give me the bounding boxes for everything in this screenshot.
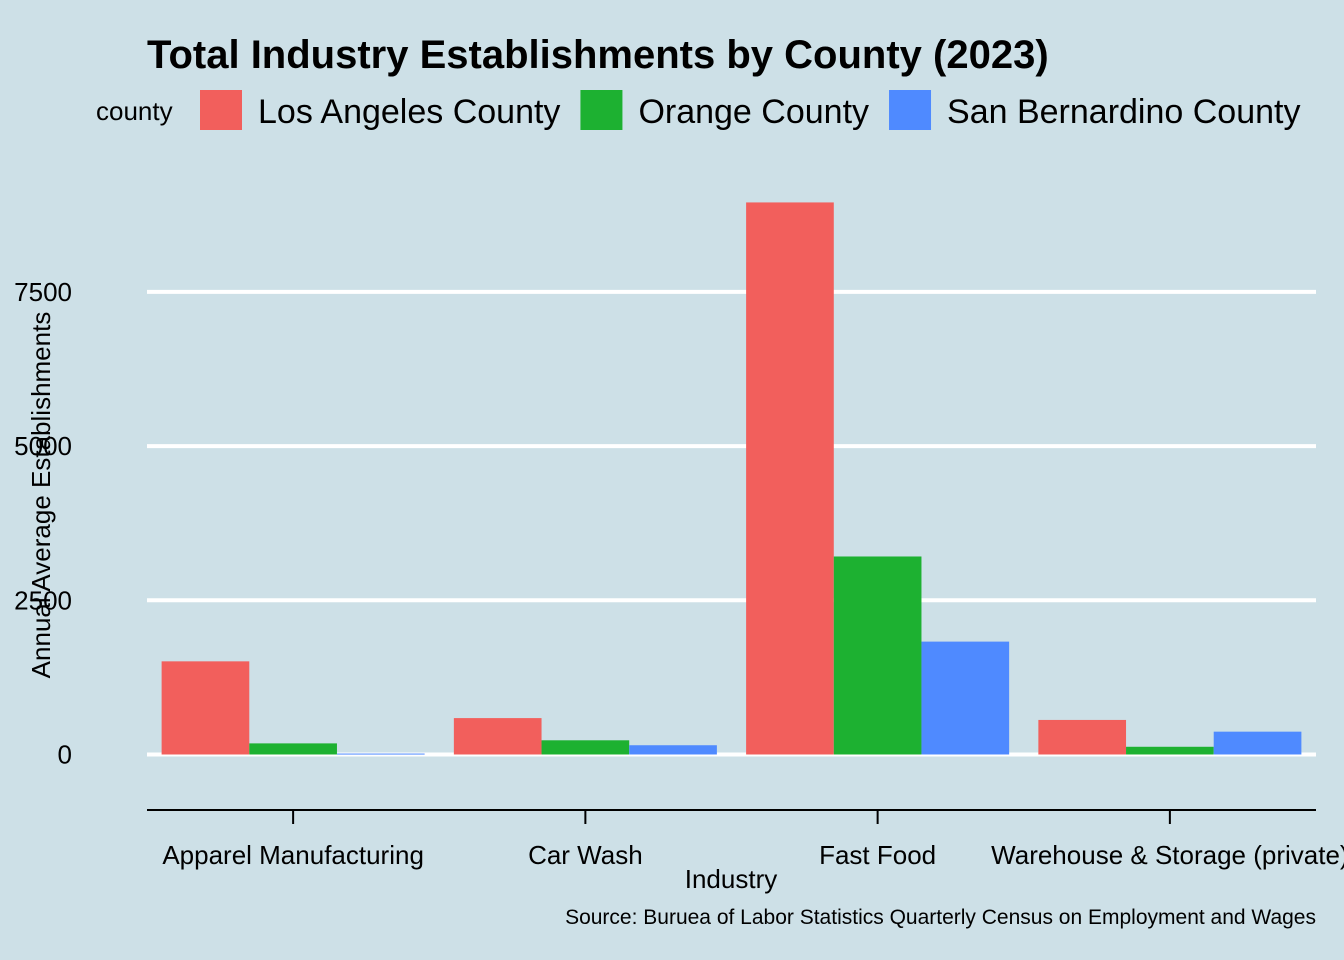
bar-fast-food-orange-county xyxy=(833,556,922,755)
bar-apparel-manufacturing-san-bernardino-county xyxy=(336,753,425,755)
bar-warehouse-storage-private-los-angeles-county xyxy=(1038,719,1127,755)
bar-warehouse-storage-private-orange-county xyxy=(1126,746,1214,755)
chart-caption: Source: Buruea of Labor Statistics Quart… xyxy=(565,906,1316,929)
bar-car-wash-orange-county xyxy=(541,740,630,755)
legend: Los Angeles County Orange County San Berna… xyxy=(200,90,1300,131)
bar-car-wash-san-bernardino-county xyxy=(629,745,717,755)
legend-label-los-angeles-county: Los Angeles County xyxy=(258,93,560,131)
legend-swatch-los-angeles-county xyxy=(200,90,242,130)
bar-fast-food-los-angeles-county xyxy=(746,202,834,755)
y-axis-label: Annual Average Establishments xyxy=(26,312,56,679)
legend-swatch-orange-county xyxy=(580,90,623,130)
bars xyxy=(161,202,1302,755)
x-tick-label-car-wash: Car Wash xyxy=(528,840,643,870)
bar-warehouse-storage-private-san-bernardino-county xyxy=(1213,731,1302,755)
x-axis-label: Industry xyxy=(685,864,778,894)
chart-title: Total Industry Establishments by County … xyxy=(147,33,1049,77)
x-tick-label-warehouse-storage-private: Warehouse & Storage (private) xyxy=(991,840,1344,870)
legend-title: county xyxy=(96,96,173,126)
x-tick-label-apparel-manufacturing: Apparel Manufacturing xyxy=(162,840,424,870)
bar-car-wash-los-angeles-county xyxy=(453,718,542,755)
y-tick-label-0: 0 xyxy=(58,739,72,769)
y-axis-ticks: 0 2500 5000 7500 xyxy=(14,277,72,770)
y-tick-label-5000: 5000 xyxy=(14,431,72,461)
bar-fast-food-san-bernardino-county xyxy=(921,641,1010,755)
x-tick-label-fast-food: Fast Food xyxy=(819,840,936,870)
legend-swatch-san-bernardino-county xyxy=(889,90,932,130)
y-tick-label-2500: 2500 xyxy=(14,585,72,615)
legend-label-san-bernardino-county: San Bernardino County xyxy=(947,93,1300,131)
x-axis-ticks: Apparel Manufacturing Car Wash Fast Food Wa… xyxy=(162,810,1344,870)
legend-label-orange-county: Orange County xyxy=(638,93,869,131)
y-tick-label-7500: 7500 xyxy=(14,277,72,307)
bar-apparel-manufacturing-orange-county xyxy=(249,743,337,755)
bar-apparel-manufacturing-los-angeles-county xyxy=(161,661,250,755)
